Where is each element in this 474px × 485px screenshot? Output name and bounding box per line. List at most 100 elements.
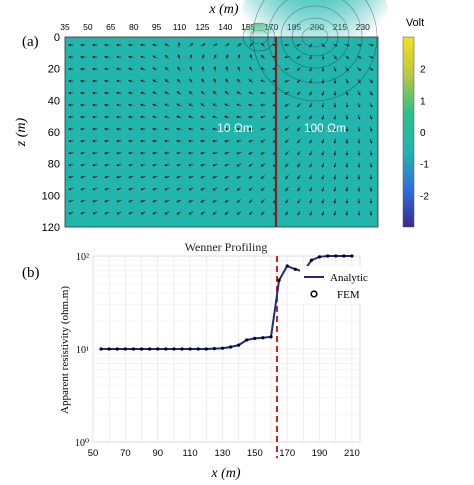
field-arrow [128, 187, 134, 191]
field-arrow [200, 115, 206, 119]
colorbar-tick-label: 2 [420, 65, 426, 76]
field-arrow [236, 139, 242, 143]
field-arrow [369, 162, 373, 168]
field-arrow [176, 163, 182, 167]
panel-b-title: Wenner Profiling [185, 240, 268, 254]
panel-a-x-tick-label: 125 [195, 22, 209, 32]
field-arrow [345, 78, 349, 84]
field-arrow [249, 42, 253, 48]
field-arrow [176, 199, 182, 203]
field-arrow [345, 90, 349, 96]
field-arrow [260, 127, 266, 131]
field-arrow [176, 78, 181, 83]
field-arrow [176, 115, 182, 119]
field-arrow [212, 175, 218, 179]
field-arrow [68, 187, 74, 191]
field-arrow [236, 163, 242, 167]
field-arrow [296, 43, 302, 47]
field-arrow [321, 54, 325, 60]
field-arrow [369, 150, 373, 156]
region-left-label: 10 Ωm [217, 121, 253, 135]
field-arrow [333, 150, 337, 156]
field-arrow [80, 211, 86, 215]
field-arrow [261, 211, 265, 216]
legend-box [300, 266, 376, 304]
field-arrow [321, 43, 325, 48]
legend-fem-label: FEM [337, 289, 360, 301]
panel-a-x-axis-label: x (m) [208, 2, 238, 17]
field-arrow [332, 43, 338, 47]
colorbar-title: Volt [406, 17, 424, 29]
field-arrow [369, 126, 373, 132]
panel-a-x-tick-label: 35 [60, 22, 70, 32]
field-arrow [164, 127, 170, 131]
field-arrow [140, 175, 146, 179]
field-arrow [321, 198, 325, 204]
field-arrow [128, 79, 134, 83]
field-arrow [284, 127, 289, 131]
field-arrow [321, 102, 325, 108]
field-arrow [249, 54, 253, 60]
field-arrow [309, 42, 313, 48]
panel-a-x-tick-label: 95 [152, 22, 162, 32]
field-arrow [212, 187, 218, 191]
field-arrow [321, 162, 325, 168]
field-arrow [164, 91, 170, 95]
panel-b-x-tick-label: 90 [152, 448, 163, 459]
field-arrow [152, 103, 158, 107]
field-arrow [296, 91, 301, 96]
fem-point [107, 347, 111, 351]
field-arrow [309, 54, 313, 60]
field-arrow [285, 186, 289, 192]
field-arrow [128, 211, 134, 215]
fem-point [139, 347, 144, 351]
field-arrow [333, 78, 337, 84]
fem-point [164, 347, 168, 351]
field-arrow [285, 198, 289, 204]
legend-analytic-label: Analytic [330, 272, 368, 284]
field-arrow [116, 175, 122, 179]
legend-fem-marker [310, 290, 318, 298]
field-arrow [176, 211, 182, 215]
field-arrow [200, 163, 206, 167]
field-arrow [224, 187, 230, 191]
fem-point [253, 336, 257, 341]
fem-point [115, 347, 119, 351]
field-arrow [224, 151, 230, 155]
field-arrow [285, 163, 289, 168]
field-arrow [284, 115, 290, 119]
fem-point [156, 347, 160, 351]
field-arrow [104, 199, 110, 203]
field-arrow [188, 115, 194, 119]
field-arrow [188, 187, 194, 191]
panel-b-y-axis-label: Apparent resistivity (ohm.m) [59, 286, 71, 414]
field-arrow [200, 187, 206, 191]
fem-point [131, 347, 136, 351]
field-arrow [92, 163, 98, 167]
fem-point [261, 336, 265, 340]
field-arrow [284, 151, 289, 156]
field-arrow [152, 43, 158, 47]
field-arrow [201, 78, 205, 84]
field-arrow [92, 187, 98, 191]
colorbar-tick-label: 0 [420, 128, 426, 139]
panel-b-x-tick-label: 210 [344, 448, 360, 459]
field-arrow [201, 66, 205, 72]
panel-a-x-tick-label: 65 [106, 22, 116, 32]
field-arrow [321, 90, 325, 96]
field-arrow [248, 91, 254, 95]
field-arrow [356, 55, 362, 59]
field-arrow [176, 175, 182, 179]
fem-point [172, 347, 176, 351]
field-arrow [248, 127, 254, 131]
field-arrow [248, 163, 254, 167]
field-arrow [333, 54, 337, 60]
colorbar-tick-label: -1 [420, 160, 429, 171]
panel-a-y-tick-label: 60 [48, 127, 60, 139]
fem-point [148, 347, 152, 351]
field-arrow [297, 198, 301, 204]
field-arrow [284, 55, 290, 59]
fem-point [123, 347, 127, 351]
field-arrow [237, 54, 241, 60]
field-arrow [309, 150, 313, 156]
